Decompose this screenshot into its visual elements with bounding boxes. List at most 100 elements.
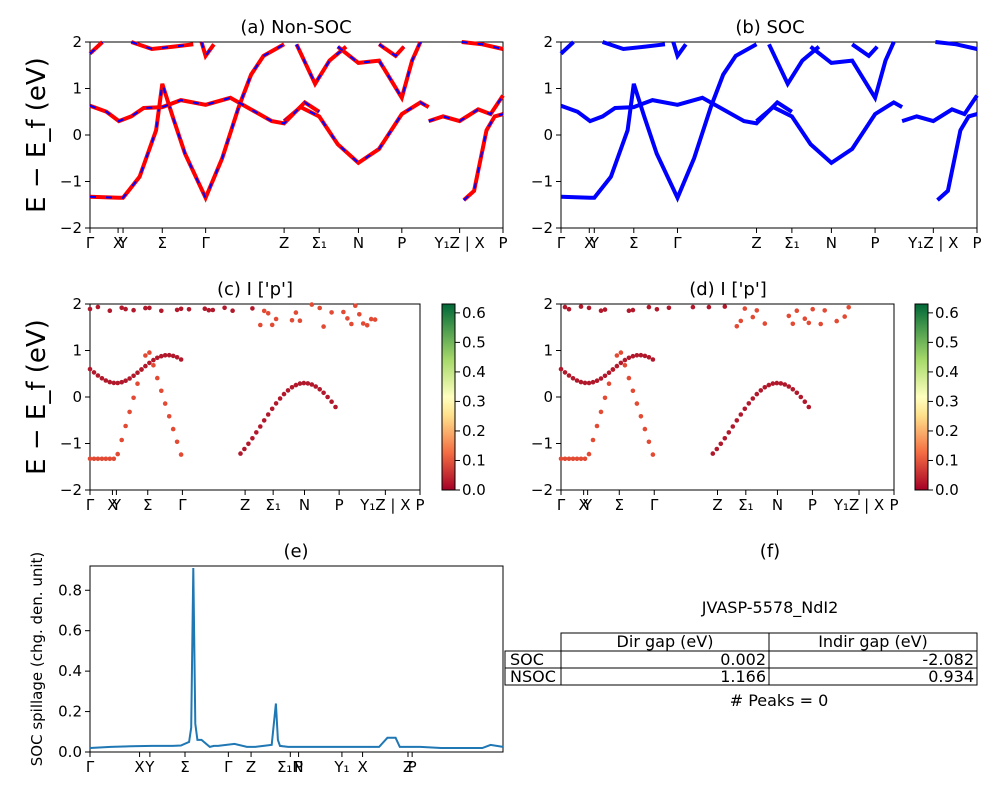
- band-line: [603, 42, 665, 49]
- band-point: [791, 387, 796, 392]
- x-tick-label: P: [808, 496, 817, 514]
- x-tick-label: Z: [246, 758, 256, 776]
- band-point: [787, 314, 792, 319]
- band-point: [635, 401, 640, 406]
- band-point: [807, 405, 812, 410]
- band-point: [743, 407, 748, 412]
- x-tick-label: Γ: [178, 496, 187, 514]
- y-tick-label: 2: [72, 33, 82, 51]
- x-tick-label: Γ: [86, 496, 95, 514]
- band-point: [571, 457, 576, 462]
- band-point: [131, 308, 136, 313]
- band-point: [313, 384, 318, 389]
- band-point: [711, 451, 716, 456]
- band-point: [795, 308, 800, 313]
- band-point: [274, 401, 279, 406]
- band-point: [329, 310, 334, 315]
- band-point: [211, 308, 216, 313]
- band-point: [591, 438, 596, 443]
- band-point: [207, 308, 212, 313]
- band-point: [651, 357, 656, 362]
- band-point: [587, 452, 592, 457]
- band-point: [575, 457, 580, 462]
- panel-b-frame: [561, 42, 977, 228]
- band-point: [635, 353, 640, 358]
- band-point: [159, 389, 164, 394]
- y-tick-label: 0: [72, 388, 82, 406]
- band-point: [691, 305, 696, 310]
- band-point: [274, 317, 279, 322]
- band-point: [739, 319, 744, 324]
- band-point: [623, 363, 628, 368]
- y-tick-label: 0: [543, 388, 553, 406]
- band-point: [723, 436, 728, 441]
- y-tick-label: 1: [543, 80, 553, 98]
- band-point: [763, 321, 768, 326]
- panel-a-ylabel: E − E_f (eV): [22, 57, 52, 213]
- y-tick-label: 2: [72, 295, 82, 313]
- band-point: [317, 306, 322, 311]
- band-line: [464, 114, 503, 200]
- panel-b: (b) SOC −2−1012Γ XY Σ Γ Z Σ₁ N P Y₁Z | XP: [531, 17, 982, 252]
- band-point: [108, 457, 113, 462]
- band-point: [143, 353, 148, 358]
- panel-d-plot: −2−1012Γ XY Σ Γ Z Σ₁ N P Y₁Z | XP: [531, 295, 899, 514]
- band-point: [559, 367, 564, 372]
- band-point: [139, 367, 144, 372]
- band-point: [333, 405, 338, 410]
- band-point: [147, 350, 152, 355]
- table-header-indir-gap: Indir gap (eV): [818, 632, 928, 651]
- band-point: [723, 304, 728, 309]
- band-point: [735, 418, 740, 423]
- panel-e-plot: 0.00.20.40.60.8Γ X Y Σ Γ Z Σ₁NP Y₁ X ZP: [58, 568, 503, 776]
- band-line: [852, 44, 877, 56]
- band-point: [222, 306, 227, 311]
- band-point: [607, 370, 612, 375]
- band-point: [619, 350, 624, 355]
- x-tick-label: P: [335, 496, 344, 514]
- band-point: [329, 399, 334, 404]
- panel-e-ylabel: SOC spillage (chg. den. unit): [28, 552, 46, 767]
- band-point: [123, 378, 128, 383]
- band-point: [795, 391, 800, 396]
- colorbar-tick-label: 0.3: [462, 392, 486, 410]
- y-tick-label: −2: [531, 219, 553, 237]
- band-point: [143, 364, 148, 369]
- x-tick-label: Γ: [86, 234, 95, 252]
- x-tick-label: P: [415, 496, 424, 514]
- y-tick-label: −1: [60, 435, 82, 453]
- band-point: [751, 315, 756, 320]
- band-point: [747, 401, 752, 406]
- band-point: [361, 321, 366, 326]
- band-point: [655, 307, 660, 312]
- panel-c: (c) I ['p'] −2−1012Γ XY Σ Γ Z Σ₁ N P Y₁Z | XP E …: [22, 279, 486, 514]
- panel-e-frame: [90, 566, 503, 752]
- band-point: [171, 427, 176, 432]
- x-tick-label: Z: [712, 496, 722, 514]
- band-point: [583, 381, 588, 386]
- panel-c-colorbar-ticks: 0.0 0.1 0.2 0.3 0.4 0.5 0.6: [455, 304, 486, 499]
- band-point: [127, 410, 132, 415]
- colorbar-tick-label: 0.0: [935, 481, 959, 499]
- band-point: [595, 424, 600, 429]
- x-tick-label: Y₁Z | X: [433, 234, 484, 252]
- x-tick-label: Y: [111, 496, 122, 514]
- colorbar-tick-label: 0.1: [935, 451, 959, 469]
- colorbar-tick-label: 0.6: [462, 304, 486, 322]
- band-point: [587, 381, 592, 386]
- panel-a-plot: −2−1012Γ XY Σ Γ Z Σ₁ N P Y₁Z | XP: [60, 33, 508, 252]
- band-point: [278, 396, 283, 401]
- band-point: [842, 314, 847, 319]
- band-point: [803, 399, 808, 404]
- band-point: [810, 307, 815, 312]
- band-point: [258, 323, 263, 328]
- band-point: [262, 309, 267, 314]
- band-point: [135, 370, 140, 375]
- colorbar-tick-label: 0.5: [935, 333, 959, 351]
- band-point: [631, 389, 636, 394]
- band-point: [92, 370, 97, 375]
- band-point: [163, 353, 168, 358]
- x-tick-label: Y: [117, 234, 128, 252]
- band-point: [179, 357, 184, 362]
- band-point: [179, 307, 184, 312]
